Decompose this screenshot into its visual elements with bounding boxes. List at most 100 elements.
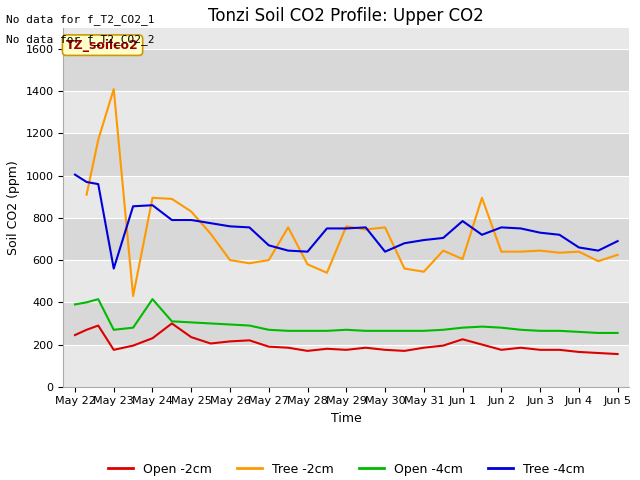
Bar <box>63 218 629 260</box>
Open -2cm <box>265 344 273 349</box>
Open -4cm <box>265 327 273 333</box>
Open -2cm <box>439 343 447 348</box>
Open -2cm <box>226 338 234 344</box>
Open -4cm <box>497 325 505 331</box>
Bar <box>63 91 629 133</box>
Open -4cm <box>284 328 292 334</box>
Tree -2cm <box>207 231 214 237</box>
Tree -2cm <box>439 248 447 253</box>
Bar <box>63 176 629 218</box>
Text: No data for f_T2_CO2_1: No data for f_T2_CO2_1 <box>6 14 155 25</box>
Bar <box>63 345 629 387</box>
Line: Tree -4cm: Tree -4cm <box>75 175 618 268</box>
Open -4cm <box>323 328 331 334</box>
Tree -2cm <box>110 86 118 92</box>
Open -4cm <box>420 328 428 334</box>
Open -2cm <box>94 323 102 328</box>
Open -4cm <box>246 323 253 328</box>
Tree -2cm <box>420 269 428 275</box>
Tree -2cm <box>575 249 582 254</box>
Tree -2cm <box>478 195 486 201</box>
Line: Open -4cm: Open -4cm <box>75 299 618 333</box>
Tree -4cm <box>304 249 312 254</box>
Tree -2cm <box>188 209 195 215</box>
Open -2cm <box>478 342 486 348</box>
Tree -2cm <box>517 249 525 254</box>
Open -4cm <box>536 328 544 334</box>
Line: Tree -2cm: Tree -2cm <box>86 89 618 296</box>
Open -4cm <box>129 325 137 331</box>
Tree -2cm <box>246 260 253 266</box>
Tree -4cm <box>246 225 253 230</box>
Bar <box>63 49 629 91</box>
Open -4cm <box>439 327 447 333</box>
Open -4cm <box>401 328 408 334</box>
Legend: Open -2cm, Tree -2cm, Open -4cm, Tree -4cm: Open -2cm, Tree -2cm, Open -4cm, Tree -4… <box>103 457 589 480</box>
Open -2cm <box>575 349 582 355</box>
Open -4cm <box>381 328 389 334</box>
Open -2cm <box>614 351 621 357</box>
Open -4cm <box>71 301 79 307</box>
Y-axis label: Soil CO2 (ppm): Soil CO2 (ppm) <box>7 160 20 255</box>
Tree -2cm <box>362 227 369 232</box>
Tree -4cm <box>439 235 447 241</box>
Open -4cm <box>83 300 90 305</box>
Open -4cm <box>304 328 312 334</box>
Tree -4cm <box>148 203 156 208</box>
Tree -4cm <box>517 226 525 231</box>
Tree -4cm <box>168 217 176 223</box>
Open -2cm <box>556 347 563 353</box>
Tree -4cm <box>110 265 118 271</box>
Tree -4cm <box>265 242 273 248</box>
Open -2cm <box>536 347 544 353</box>
Open -2cm <box>207 341 214 347</box>
Tree -2cm <box>556 250 563 256</box>
Open -2cm <box>342 347 350 353</box>
Tree -4cm <box>595 248 602 253</box>
Open -4cm <box>342 327 350 333</box>
Tree -4cm <box>614 238 621 244</box>
Open -4cm <box>110 327 118 333</box>
Tree -2cm <box>226 257 234 263</box>
Tree -4cm <box>129 204 137 209</box>
Open -4cm <box>517 327 525 333</box>
Open -2cm <box>110 347 118 353</box>
Open -2cm <box>323 346 331 352</box>
Tree -4cm <box>94 181 102 187</box>
Tree -4cm <box>556 232 563 238</box>
Tree -4cm <box>188 217 195 223</box>
Tree -2cm <box>168 196 176 202</box>
Tree -4cm <box>362 225 369 230</box>
Bar <box>63 133 629 176</box>
Open -4cm <box>459 325 467 331</box>
Open -2cm <box>246 337 253 343</box>
Tree -4cm <box>478 232 486 238</box>
Tree -4cm <box>284 248 292 253</box>
Tree -4cm <box>71 172 79 178</box>
Tree -4cm <box>497 225 505 230</box>
Open -2cm <box>517 345 525 350</box>
Open -2cm <box>284 345 292 350</box>
Tree -2cm <box>148 195 156 201</box>
Tree -2cm <box>342 224 350 229</box>
Tree -2cm <box>129 293 137 299</box>
Open -4cm <box>478 324 486 329</box>
Tree -4cm <box>536 230 544 236</box>
Open -2cm <box>71 332 79 338</box>
Tree -2cm <box>83 192 90 198</box>
Open -4cm <box>556 328 563 334</box>
Open -2cm <box>129 343 137 348</box>
Open -2cm <box>148 336 156 341</box>
Bar <box>63 260 629 302</box>
Tree -2cm <box>401 265 408 271</box>
Tree -2cm <box>614 252 621 258</box>
Tree -2cm <box>595 258 602 264</box>
Tree -2cm <box>459 256 467 262</box>
Tree -2cm <box>497 249 505 254</box>
Open -4cm <box>575 329 582 335</box>
Tree -4cm <box>323 226 331 231</box>
Open -2cm <box>83 327 90 333</box>
Open -4cm <box>168 318 176 324</box>
Open -2cm <box>420 345 428 350</box>
Tree -4cm <box>226 224 234 229</box>
